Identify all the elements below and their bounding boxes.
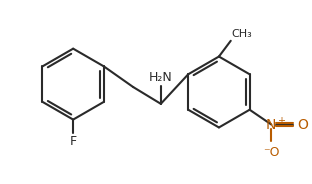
Text: +: + [277,116,285,125]
Text: F: F [70,135,77,148]
Text: CH₃: CH₃ [232,29,252,39]
Text: H₂N: H₂N [149,71,173,84]
Text: O: O [297,118,308,132]
Text: ⁻O: ⁻O [263,146,280,159]
Text: N: N [266,118,276,132]
